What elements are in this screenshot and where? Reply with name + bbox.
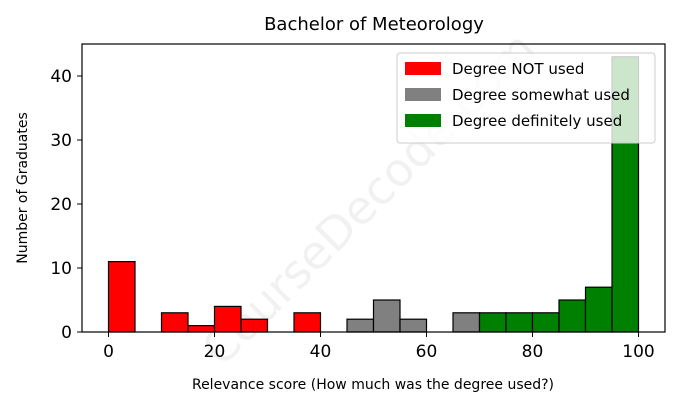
bar-2-1 [505,312,534,333]
x-tick-label-2: 40 [310,342,332,362]
bar-2-4 [584,286,613,333]
x-tick-label-5: 100 [622,342,654,362]
bar-0-5 [293,312,322,333]
x-tick-label-3: 60 [416,342,438,362]
legend-label-1: Degree somewhat used [452,86,630,104]
x-axis-label: Relevance score (How much was the degree… [192,377,554,393]
legend-label-0: Degree NOT used [452,60,584,78]
y-tick-label-1: 10 [50,259,72,279]
bar-1-0 [346,318,375,333]
chart-title: Bachelor of Meteorology [264,14,484,35]
legend-swatch-2 [405,114,441,127]
x-tick-label-0: 0 [103,342,114,362]
bar-1-3 [452,312,481,333]
bar-0-0 [107,261,136,333]
legend-box [396,52,656,144]
bar-1-2 [399,318,428,333]
legend-swatch-0 [405,62,441,75]
y-axis-label: Number of Graduates [15,112,31,264]
y-tick-label-3: 30 [50,131,72,151]
y-tick-label-4: 40 [50,67,72,87]
bar-0-1 [160,312,189,333]
y-tick-label-0: 0 [61,323,72,343]
y-axis-ticks: 0 10 20 30 40 [50,67,82,343]
y-tick-label-2: 20 [50,195,72,215]
bar-0-4 [240,318,269,333]
x-tick-label-1: 20 [204,342,226,362]
x-axis-ticks: 0 20 40 60 80 100 [103,332,655,362]
legend-label-2: Degree definitely used [452,112,622,130]
bar-2-3 [558,299,587,333]
legend: Degree NOT used Degree somewhat used Degre… [396,52,656,144]
plot-area-frame [81,43,666,333]
x-tick-label-4: 80 [522,342,544,362]
bar-2-2 [531,312,560,333]
legend-swatch-1 [405,88,441,101]
bar-0-3 [213,305,242,333]
bar-1-1 [372,299,401,333]
bar-0-2 [187,325,216,333]
bar-2-0 [478,312,507,333]
